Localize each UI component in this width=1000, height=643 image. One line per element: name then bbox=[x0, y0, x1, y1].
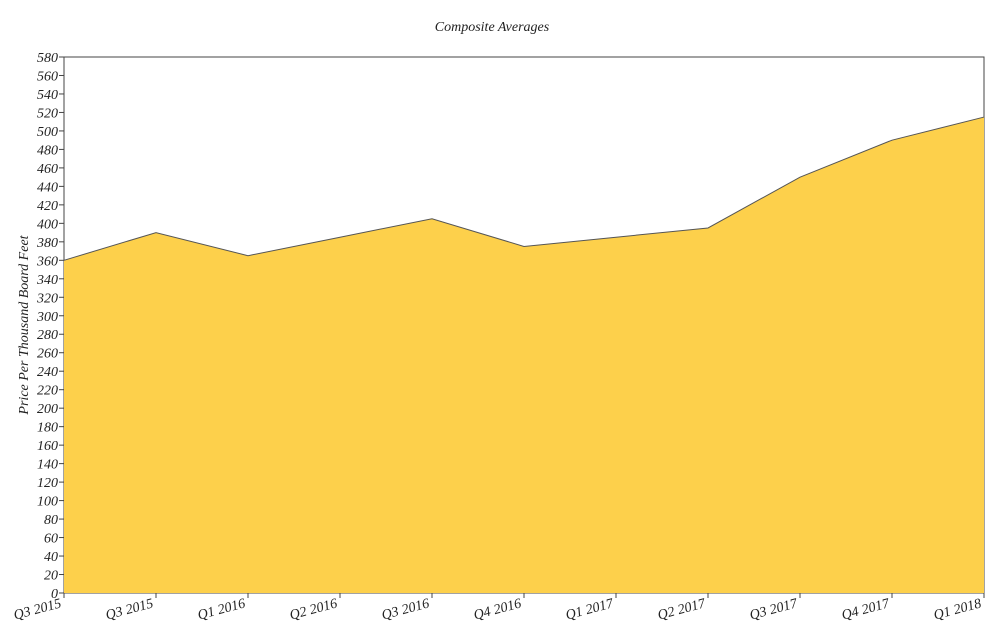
x-tick-label: Q1 2017 bbox=[564, 596, 616, 623]
y-tick-label: 140 bbox=[37, 458, 58, 473]
y-tick-label: 580 bbox=[37, 51, 58, 66]
x-axis-ticks: Q3 2015 Q3 2015 Q1 2016 Q2 2016 Q3 2016 Q4 20… bbox=[12, 593, 985, 623]
x-tick-label: Q1 2016 bbox=[196, 596, 247, 623]
y-tick-label: 300 bbox=[36, 310, 58, 325]
y-tick-label: 520 bbox=[37, 106, 58, 121]
y-tick-label: 380 bbox=[36, 236, 58, 251]
y-tick-label: 440 bbox=[37, 180, 58, 195]
y-tick-label: 180 bbox=[37, 421, 58, 436]
y-tick-label: 80 bbox=[44, 513, 58, 528]
y-tick-label: 260 bbox=[37, 347, 58, 362]
plot-area bbox=[63, 56, 985, 594]
y-tick-label: 560 bbox=[37, 69, 58, 84]
y-tick-label: 200 bbox=[37, 402, 58, 417]
y-tick-label: 400 bbox=[37, 217, 58, 232]
y-tick-label: 500 bbox=[37, 125, 58, 140]
y-tick-label: 120 bbox=[37, 476, 58, 491]
area-series-fill bbox=[64, 117, 984, 593]
y-tick-label: 480 bbox=[37, 143, 58, 158]
y-tick-label: 0 bbox=[51, 587, 58, 602]
y-tick-label: 160 bbox=[37, 439, 58, 454]
y-axis-label: Price Per Thousand Board Feet bbox=[17, 234, 32, 415]
y-tick-label: 40 bbox=[44, 550, 58, 565]
x-tick-label: Q4 2017 bbox=[840, 596, 892, 623]
y-tick-label: 20 bbox=[44, 569, 58, 584]
y-tick-label: 340 bbox=[36, 273, 58, 288]
y-tick-label: 280 bbox=[37, 328, 58, 343]
y-tick-label: 320 bbox=[36, 291, 58, 306]
x-tick-label: Q3 2017 bbox=[748, 596, 800, 623]
y-tick-label: 60 bbox=[44, 532, 58, 547]
y-tick-label: 100 bbox=[37, 495, 58, 510]
x-tick-label: Q3 2016 bbox=[380, 596, 431, 623]
x-tick-label: Q3 2015 bbox=[12, 596, 63, 623]
x-tick-label: Q4 2016 bbox=[472, 596, 523, 623]
x-tick-label: Q2 2017 bbox=[656, 596, 708, 623]
y-tick-label: 360 bbox=[36, 254, 58, 269]
x-tick-label: Q3 2015 bbox=[104, 596, 155, 623]
y-tick-label: 460 bbox=[37, 162, 58, 177]
area-series-line bbox=[63, 116, 985, 261]
y-tick-label: 540 bbox=[37, 88, 58, 103]
y-axis-ticks: 0 20 40 60 80 100 120 140 160 180 200 220 240 260 280 3… bbox=[36, 51, 64, 602]
x-tick-label: Q2 2016 bbox=[288, 596, 339, 623]
y-tick-label: 220 bbox=[37, 384, 58, 399]
chart-title: Composite Averages bbox=[435, 20, 550, 35]
x-tick-label: Q1 2018 bbox=[932, 596, 983, 623]
y-tick-label: 420 bbox=[37, 199, 58, 214]
y-tick-label: 240 bbox=[37, 365, 58, 380]
